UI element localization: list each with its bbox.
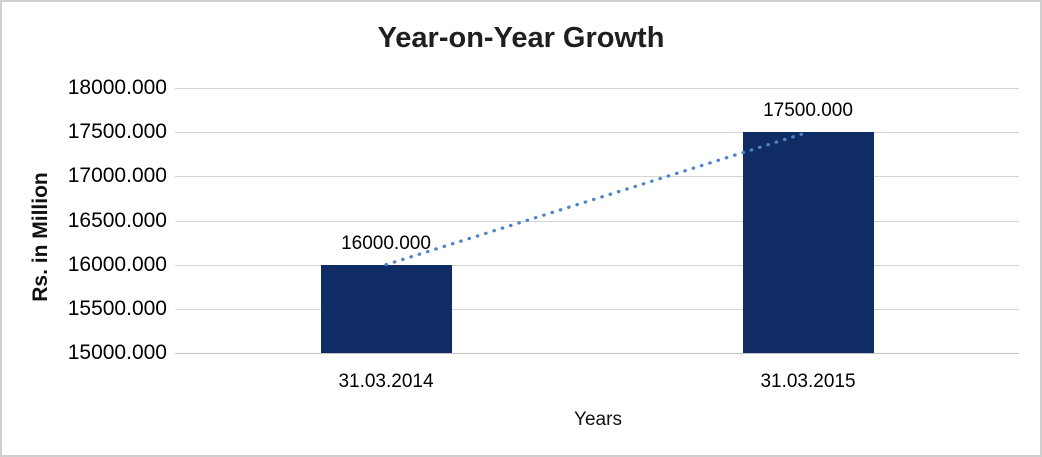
gridline: [175, 264, 1019, 266]
gridline: [175, 88, 1019, 89]
bar-value-label: 16000.000: [341, 232, 431, 254]
y-tick-label: 16500.000: [67, 208, 167, 232]
trendline: [384, 130, 810, 267]
bar: [320, 264, 452, 353]
x-tick-label: 31.03.2015: [760, 371, 856, 392]
x-axis-line: [175, 353, 1019, 354]
y-axis-tick-labels: 18000.000 17500.000 17000.000 16500.000 1600…: [0, 76, 167, 364]
gridline: [175, 176, 1019, 178]
y-tick-label: 17500.000: [67, 120, 167, 144]
x-axis-title: Years: [574, 409, 622, 430]
gridline: [175, 308, 1019, 310]
y-tick-label: 18000.000: [67, 76, 167, 99]
bar: [742, 132, 874, 353]
y-tick-label: 15500.000: [67, 296, 167, 320]
plot-area: 16000.000 17500.000: [175, 88, 1019, 354]
x-axis-tick-labels: 31.03.2014 31.03.2015: [175, 371, 1019, 395]
x-tick-label: 31.03.2014: [338, 371, 434, 392]
gridline: [175, 132, 1019, 134]
y-tick-label: 16000.000: [67, 252, 167, 276]
gridline: [175, 220, 1019, 222]
chart-title: Year-on-Year Growth: [377, 22, 665, 54]
y-tick-label: 15000.000: [67, 341, 167, 364]
bar-value-label: 17500.000: [763, 100, 853, 122]
y-tick-label: 17000.000: [67, 164, 167, 188]
